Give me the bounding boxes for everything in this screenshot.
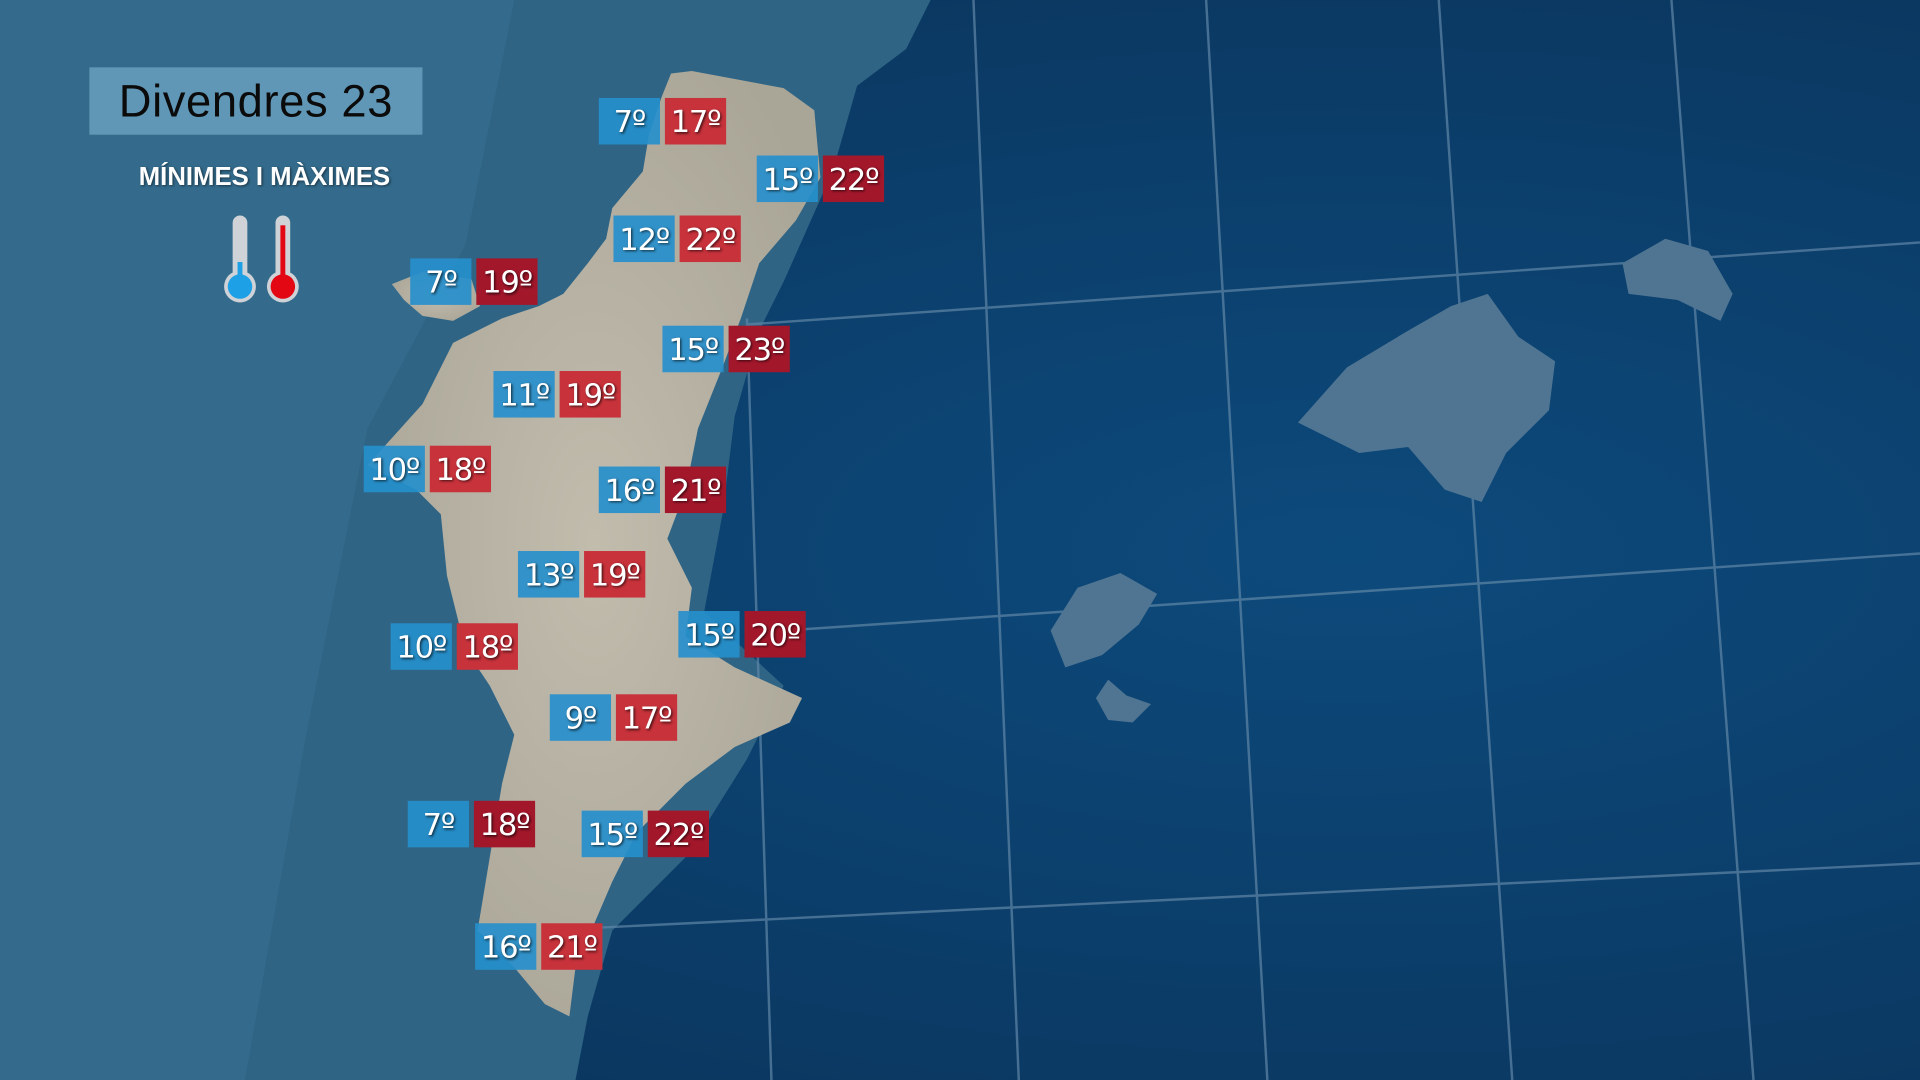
- station-temperature-pair: 16º 21º: [475, 923, 603, 970]
- min-temperature: 10º: [390, 623, 452, 670]
- min-temperature: 16º: [475, 923, 537, 970]
- min-temperature: 10º: [363, 445, 425, 493]
- max-temperature: 18º: [456, 623, 518, 670]
- station-temperature-pair: 15º 20º: [678, 611, 806, 658]
- max-temperature: 21º: [541, 923, 603, 970]
- min-temperature: 15º: [678, 611, 740, 658]
- min-temperature: 7º: [407, 800, 469, 848]
- day-title-box: Divendres 23: [89, 67, 423, 135]
- island-menorca: [1622, 238, 1733, 321]
- max-temperature: 17º: [664, 97, 727, 145]
- min-temperature: 7º: [410, 258, 472, 305]
- grid-lines: [587, 0, 1920, 1080]
- station-temperature-pair: 9º 17º: [549, 694, 678, 741]
- station-temperature-pair: 10º 18º: [390, 623, 518, 670]
- max-temperature: 17º: [615, 694, 678, 741]
- station-temperature-pair: 7º 17º: [598, 97, 727, 145]
- min-temperature: 16º: [598, 466, 661, 514]
- station-temperature-pair: 10º 18º: [363, 445, 492, 493]
- max-temperature: 22º: [679, 215, 741, 263]
- min-temperature: 7º: [598, 97, 661, 145]
- station-temperature-pair: 12º 22º: [613, 215, 741, 263]
- min-temperature: 13º: [517, 551, 580, 598]
- station-temperature-pair: 16º 21º: [598, 466, 727, 514]
- inland-terrain-shade: [0, 0, 515, 1080]
- island-mallorca: [1297, 293, 1556, 503]
- station-temperature-pair: 7º 18º: [407, 800, 536, 848]
- station-temperature-pair: 15º 23º: [662, 325, 790, 373]
- thermometer-hot-icon: [266, 215, 299, 303]
- max-temperature: 22º: [647, 810, 709, 858]
- max-temperature: 19º: [584, 551, 646, 598]
- max-temperature: 19º: [476, 258, 538, 305]
- min-temperature: 9º: [549, 694, 612, 741]
- station-temperature-pair: 15º 22º: [581, 810, 709, 858]
- day-title: Divendres 23: [118, 75, 394, 126]
- thermometer-legend: [224, 215, 299, 303]
- min-temperature: 12º: [613, 215, 675, 263]
- station-temperature-pair: 7º 19º: [410, 258, 538, 305]
- valencia-region-land: [367, 71, 821, 1017]
- max-temperature: 18º: [429, 445, 492, 493]
- station-temperature-pair: 11º 19º: [493, 371, 621, 418]
- island-formentera: [1095, 679, 1152, 723]
- station-temperature-pair: 15º 22º: [756, 155, 885, 203]
- legend-subtitle: MÍNIMES I MÀXIMES: [138, 162, 391, 192]
- min-temperature: 11º: [493, 371, 555, 418]
- max-temperature: 19º: [559, 371, 621, 418]
- max-temperature: 23º: [728, 325, 790, 373]
- max-temperature: 22º: [822, 155, 885, 203]
- min-temperature: 15º: [662, 325, 724, 373]
- max-temperature: 18º: [473, 800, 536, 848]
- min-temperature: 15º: [581, 810, 643, 858]
- thermometer-cold-icon: [224, 215, 256, 303]
- station-temperature-pair: 13º 19º: [517, 551, 646, 598]
- island-ibiza: [1050, 573, 1158, 668]
- max-temperature: 20º: [744, 611, 806, 658]
- max-temperature: 21º: [664, 466, 727, 514]
- min-temperature: 15º: [756, 155, 818, 203]
